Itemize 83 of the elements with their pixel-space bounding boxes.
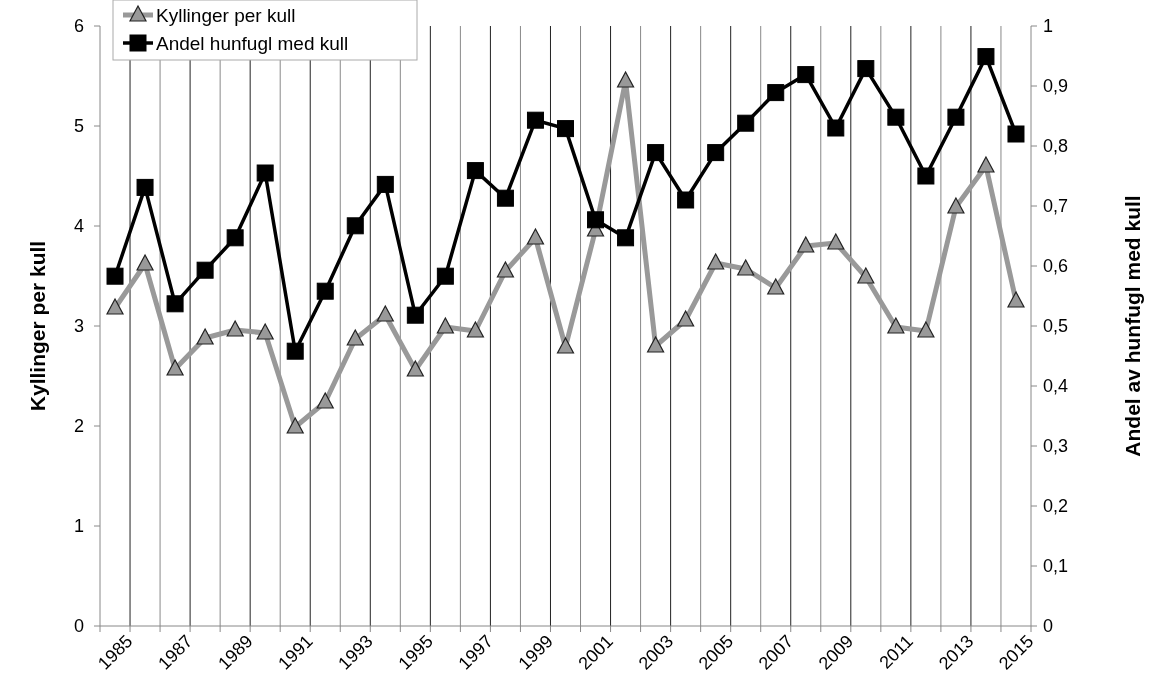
point — [256, 323, 274, 340]
point — [616, 71, 635, 88]
y2-tick-label: 0,5 — [1043, 316, 1069, 337]
point — [526, 111, 544, 129]
point — [917, 321, 935, 338]
point — [887, 108, 905, 126]
point — [466, 162, 484, 180]
point — [466, 321, 484, 338]
y-axis-title: Kyllinger per kull — [26, 240, 49, 412]
y2-tick-label: 0,1 — [1043, 556, 1069, 577]
point — [1007, 125, 1025, 143]
point — [887, 317, 905, 334]
point — [166, 359, 184, 376]
point — [737, 259, 755, 276]
y-tick-label: 1 — [73, 516, 84, 537]
point — [707, 144, 725, 162]
point — [677, 310, 695, 327]
y2-axis-title: Andel av hunfugl med kull — [1121, 195, 1144, 457]
point — [857, 60, 875, 78]
point — [346, 329, 364, 346]
legend-label: Kyllinger per kull — [156, 4, 296, 26]
point — [677, 191, 695, 209]
point — [977, 156, 995, 173]
y2-tick-label: 0,2 — [1043, 496, 1069, 517]
point — [406, 306, 424, 324]
point — [256, 164, 274, 182]
point — [406, 360, 424, 377]
y2-tick-label: 0 — [1043, 616, 1054, 637]
y-tick-label: 0 — [73, 616, 84, 637]
point — [557, 120, 574, 138]
point — [857, 267, 875, 284]
point — [1007, 291, 1025, 308]
point — [767, 84, 785, 102]
point — [707, 253, 725, 270]
y-tick-label: 2 — [73, 416, 84, 437]
point — [226, 320, 244, 337]
y2-tick-label: 0,9 — [1043, 76, 1069, 97]
point — [917, 167, 935, 185]
point — [316, 392, 334, 409]
point — [647, 336, 665, 353]
point — [136, 178, 154, 196]
point — [316, 282, 334, 300]
point — [947, 197, 965, 214]
y-tick-label: 3 — [73, 316, 84, 337]
point — [376, 175, 394, 193]
point — [106, 298, 124, 315]
point — [827, 233, 845, 250]
point — [136, 254, 154, 271]
point — [797, 66, 815, 84]
point — [526, 228, 545, 245]
point — [286, 417, 304, 434]
point — [797, 236, 815, 253]
point — [436, 267, 454, 285]
point — [977, 48, 995, 66]
point — [196, 328, 214, 345]
point — [166, 295, 184, 313]
y-tick-label: 6 — [73, 16, 84, 37]
legend-label: Andel hunfugl med kull — [156, 32, 349, 54]
point — [617, 229, 635, 247]
y2-tick-label: 0,8 — [1043, 136, 1069, 157]
point — [496, 261, 515, 278]
point — [947, 108, 965, 126]
y2-tick-label: 0,3 — [1043, 436, 1069, 457]
point — [106, 267, 124, 285]
point — [196, 261, 214, 279]
point — [827, 119, 845, 137]
point — [647, 144, 665, 162]
point — [436, 317, 454, 334]
y2-tick-label: 0,7 — [1043, 196, 1069, 217]
y-tick-label: 4 — [73, 216, 84, 237]
y2-tick-label: 0,6 — [1043, 256, 1069, 277]
point — [496, 189, 514, 207]
point — [556, 337, 575, 354]
point — [286, 342, 304, 360]
point — [587, 211, 605, 229]
point — [737, 114, 755, 132]
y-tick-label: 5 — [73, 116, 84, 137]
point — [767, 278, 785, 295]
point — [346, 217, 364, 235]
point — [376, 305, 394, 322]
point — [226, 229, 244, 247]
y2-tick-label: 0,4 — [1043, 376, 1069, 397]
y2-tick-label: 1 — [1043, 16, 1054, 37]
